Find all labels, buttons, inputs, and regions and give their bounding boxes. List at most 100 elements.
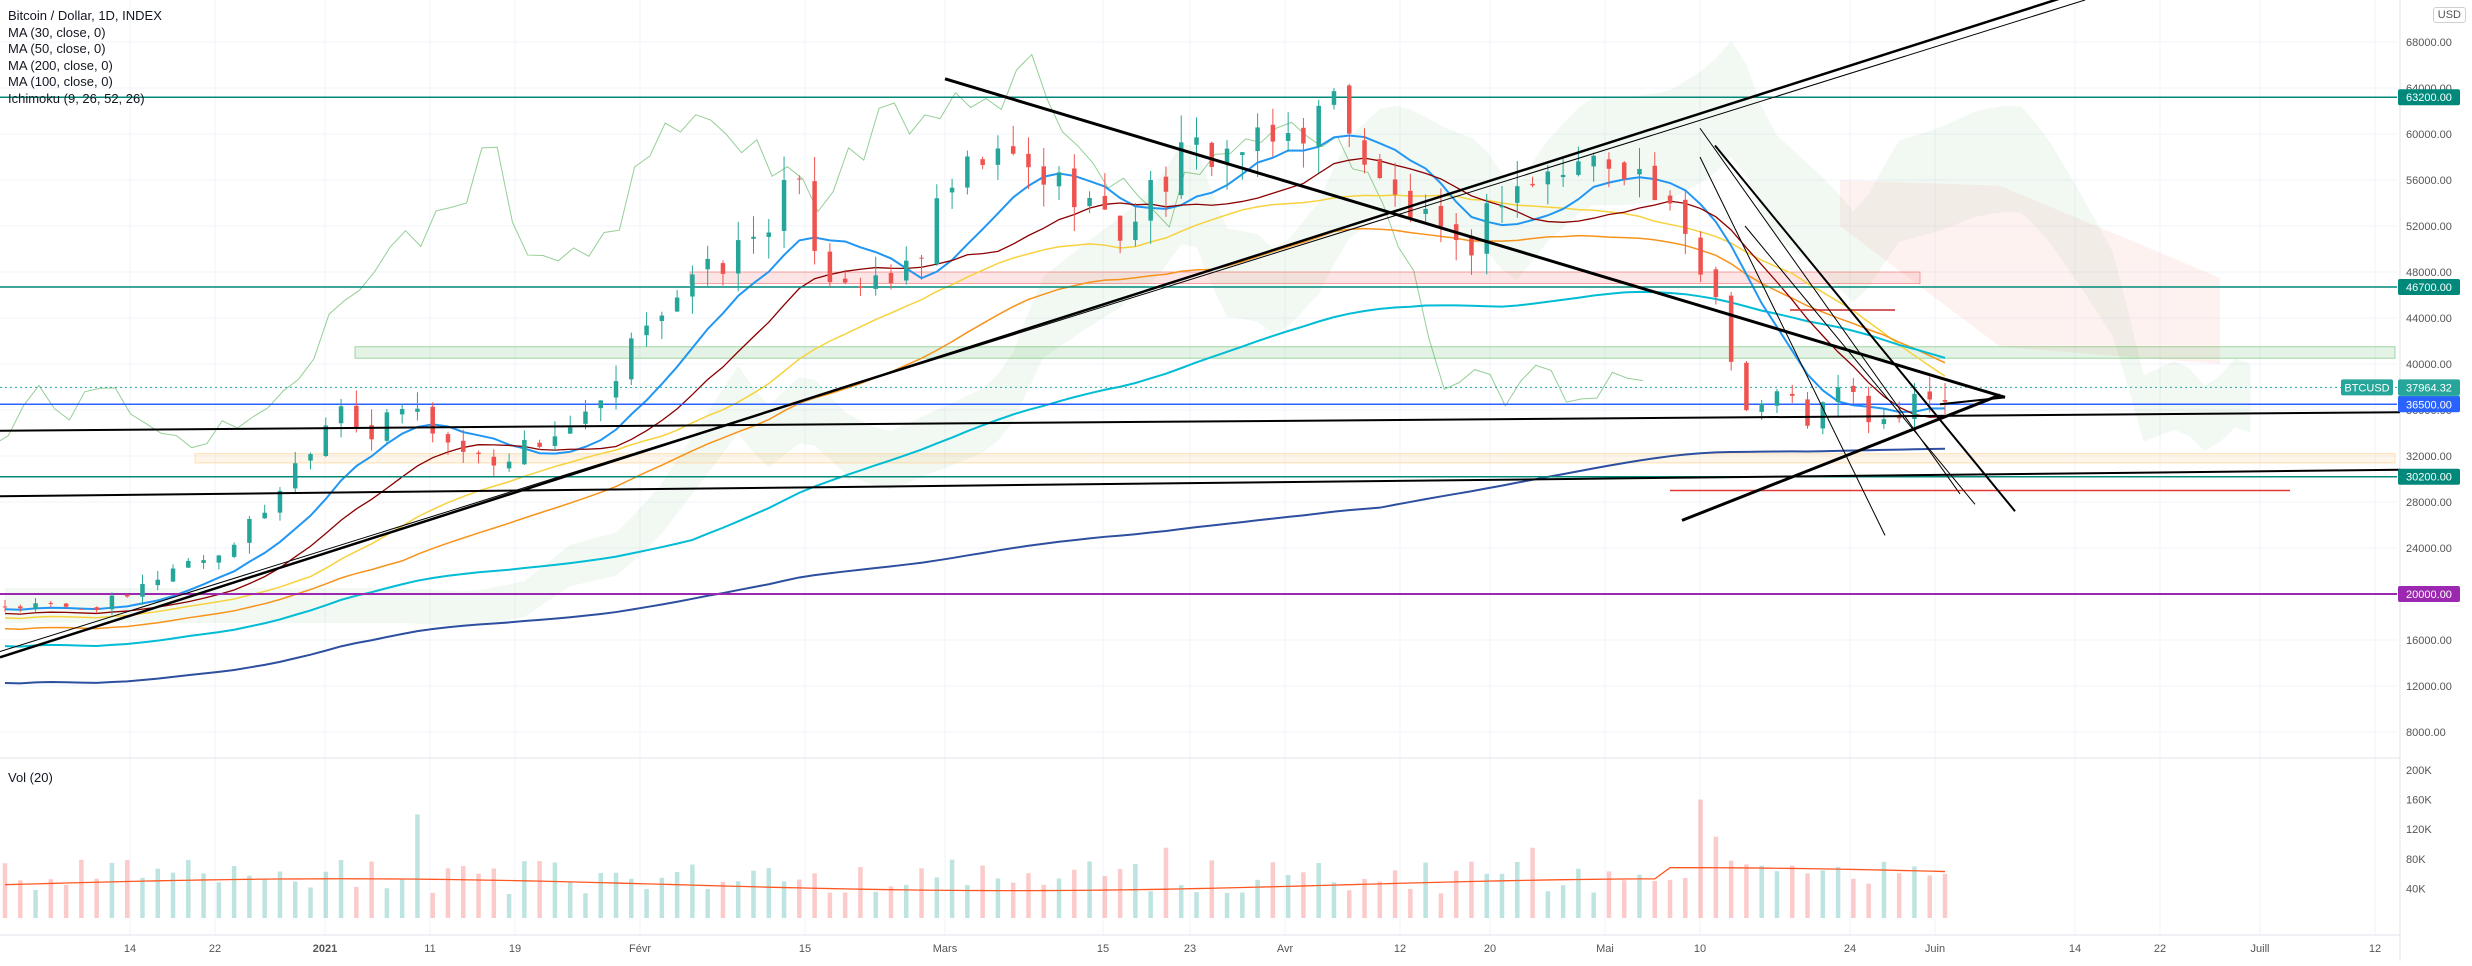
- trendline-thick-upper[interactable]: [0, 0, 2085, 659]
- legend-ma100[interactable]: MA (100, close, 0): [8, 74, 113, 89]
- candle-body[interactable]: [155, 579, 161, 586]
- candle-body[interactable]: [124, 594, 130, 597]
- candle-body[interactable]: [1713, 269, 1719, 298]
- candle-body[interactable]: [1377, 159, 1383, 179]
- candle-body[interactable]: [1805, 399, 1810, 426]
- candle-body[interactable]: [659, 315, 665, 322]
- candle-body[interactable]: [1117, 215, 1123, 241]
- candle-body[interactable]: [430, 406, 435, 434]
- candle-body[interactable]: [1255, 127, 1260, 152]
- candle-body[interactable]: [812, 181, 817, 251]
- candle-body[interactable]: [1545, 171, 1551, 185]
- candle-body[interactable]: [888, 273, 894, 284]
- candle-body[interactable]: [1041, 166, 1046, 185]
- candle-body[interactable]: [567, 427, 573, 434]
- candle-body[interactable]: [827, 251, 833, 283]
- candle-body[interactable]: [399, 408, 405, 415]
- volume-bars[interactable]: [2, 799, 1948, 918]
- candle-body[interactable]: [415, 408, 420, 412]
- candle-body[interactable]: [323, 425, 329, 457]
- candle-body[interactable]: [476, 452, 481, 455]
- candle-body[interactable]: [751, 236, 756, 239]
- candle-body[interactable]: [33, 603, 38, 610]
- candle-body[interactable]: [63, 603, 69, 607]
- candle-body[interactable]: [94, 607, 99, 610]
- candle-body[interactable]: [1484, 203, 1489, 254]
- candle-body[interactable]: [1194, 137, 1199, 145]
- ichimoku-base-line[interactable]: [4, 157, 1946, 615]
- time-axis[interactable]: 14 22 2021 11 19 Févr 15 Mars 15 23 Avr 12 20 Mai 10 24…: [124, 943, 2381, 955]
- candle-body[interactable]: [1026, 153, 1031, 168]
- candle-body[interactable]: [186, 560, 191, 568]
- candle-body[interactable]: [1178, 142, 1184, 196]
- trendline-mid[interactable]: [0, 411, 2401, 432]
- candle-body[interactable]: [1576, 161, 1581, 175]
- candle-body[interactable]: [873, 275, 878, 289]
- candle-body[interactable]: [1621, 162, 1627, 180]
- legend-ichimoku[interactable]: Ichimoku (9, 26, 52, 26): [8, 90, 145, 106]
- candle-body[interactable]: [644, 325, 649, 336]
- candle-body[interactable]: [613, 381, 619, 398]
- candle-body[interactable]: [522, 439, 527, 465]
- candle-body[interactable]: [552, 436, 558, 446]
- candle-body[interactable]: [1591, 155, 1596, 167]
- candle-body[interactable]: [674, 297, 680, 312]
- candle-body[interactable]: [216, 555, 222, 563]
- trendline-thin-upper[interactable]: [0, 0, 2086, 652]
- candle-body[interactable]: [1010, 146, 1016, 154]
- candle-body[interactable]: [231, 544, 237, 557]
- candle-body[interactable]: [491, 456, 497, 466]
- candle-body[interactable]: [277, 490, 283, 513]
- candle-body[interactable]: [170, 568, 176, 582]
- currency-badge[interactable]: USD: [2432, 7, 2466, 23]
- candle-body[interactable]: [735, 240, 741, 274]
- candle-body[interactable]: [1744, 362, 1749, 411]
- candle-body[interactable]: [140, 584, 145, 597]
- candle-body[interactable]: [1927, 391, 1932, 400]
- support-zone-orange[interactable]: [194, 453, 2396, 464]
- candle-body[interactable]: [338, 406, 344, 424]
- candle-body[interactable]: [2, 606, 8, 608]
- candle-body[interactable]: [445, 434, 451, 443]
- candle-body[interactable]: [980, 159, 985, 165]
- candle-body[interactable]: [1515, 186, 1520, 203]
- candle-body[interactable]: [904, 260, 909, 281]
- candle-body[interactable]: [995, 148, 1001, 165]
- candle-body[interactable]: [1423, 208, 1428, 214]
- candle-body[interactable]: [247, 518, 252, 543]
- candle-body[interactable]: [1224, 148, 1230, 164]
- candle-body[interactable]: [1560, 174, 1566, 178]
- ma200-line[interactable]: [4, 447, 1946, 685]
- candle-body[interactable]: [1362, 140, 1367, 165]
- candle-body[interactable]: [292, 463, 298, 489]
- trendline-lower[interactable]: [0, 468, 2401, 498]
- candle-body[interactable]: [109, 595, 115, 610]
- legend-ma30[interactable]: MA (30, close, 0): [8, 24, 106, 40]
- candle-body[interactable]: [1316, 105, 1321, 147]
- candle-body[interactable]: [919, 257, 924, 259]
- candle-body[interactable]: [1087, 197, 1092, 207]
- candle-body[interactable]: [1163, 176, 1169, 192]
- candle-body[interactable]: [1102, 195, 1108, 210]
- candle-body[interactable]: [1774, 391, 1780, 406]
- candle-body[interactable]: [1851, 385, 1856, 392]
- candle-body[interactable]: [1072, 168, 1077, 208]
- trendline-descending[interactable]: [944, 77, 2006, 399]
- volume-legend[interactable]: Vol (20): [8, 770, 53, 785]
- candle-body[interactable]: [1698, 237, 1703, 275]
- candle-body[interactable]: [1820, 402, 1826, 429]
- candle-body[interactable]: [1759, 403, 1764, 412]
- candle-body[interactable]: [1209, 142, 1215, 167]
- candle-body[interactable]: [1270, 124, 1276, 142]
- candle-body[interactable]: [1835, 387, 1841, 402]
- candle-body[interactable]: [934, 198, 940, 265]
- wedge-line-d[interactable]: [1744, 225, 1976, 505]
- candle-body[interactable]: [949, 187, 955, 193]
- triangle-apex[interactable]: [1939, 396, 2006, 406]
- price-badges[interactable]: 63200.0046700.00BTCUSD37964.3204:40:5036…: [2341, 89, 2460, 602]
- candle-body[interactable]: [1789, 393, 1795, 396]
- candle-body[interactable]: [1408, 190, 1413, 219]
- candle-body[interactable]: [1056, 172, 1062, 187]
- candle-body[interactable]: [1606, 159, 1612, 169]
